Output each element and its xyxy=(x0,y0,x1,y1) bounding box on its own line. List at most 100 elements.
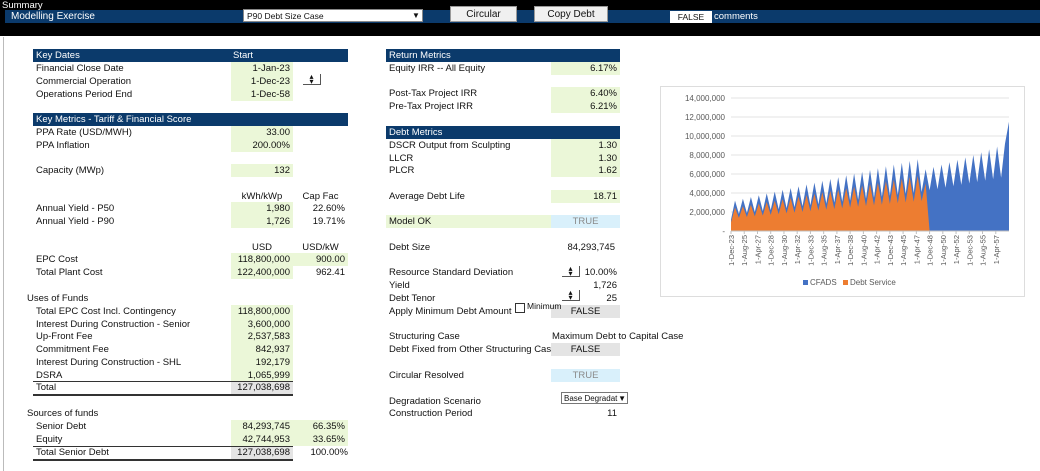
table-row: LLCR 1.30 xyxy=(386,152,620,165)
x-tick-label: 1-Dec-48 xyxy=(926,235,935,266)
legend-label: CFADS xyxy=(810,278,837,287)
row-pct: 66.35% xyxy=(293,420,348,433)
x-tick-label: 1-Apr-47 xyxy=(912,235,921,264)
row-label: Yield xyxy=(389,280,410,291)
sheet-border xyxy=(3,37,4,471)
row-label: Annual Yield - P50 xyxy=(36,203,115,214)
p90-yield-input[interactable]: 1,726 xyxy=(231,215,293,228)
commercial-operation-input[interactable]: 1-Dec-23 xyxy=(231,75,293,88)
row-label: PPA Rate (USD/MWH) xyxy=(36,127,132,138)
model-title: Modelling Exercise xyxy=(11,11,95,22)
row-value: 6.40% xyxy=(551,87,620,100)
row-label: Financial Close Date xyxy=(36,63,124,74)
table-row: Annual Yield - P90 1,726 19.71% xyxy=(33,215,348,228)
row-value[interactable]: 192,179 xyxy=(231,356,293,369)
row-value: 6.21% xyxy=(551,100,620,113)
x-tick-label: 1-Aug-50 xyxy=(939,235,948,266)
table-row: Interest During Construction - SHL 192,17… xyxy=(33,356,348,369)
financial-close-input[interactable]: 1-Jan-23 xyxy=(231,62,293,75)
row-value[interactable]: 1,065,999 xyxy=(231,369,293,382)
table-row: Capacity (MWp) 132 xyxy=(33,164,348,177)
x-tick-label: 1-Apr-27 xyxy=(753,235,762,264)
case-dropdown-value: P90 Debt Size Case xyxy=(247,11,324,21)
row-value: 11 xyxy=(607,408,617,419)
row-label: Average Debt Life xyxy=(389,191,465,202)
table-row: PPA Rate (USD/MWH) 33.00 xyxy=(33,126,348,139)
sheet-name: Summary xyxy=(2,0,43,11)
chevron-down-icon[interactable]: ▼ xyxy=(618,394,626,403)
operations-end-input[interactable]: 1-Dec-58 xyxy=(231,88,293,101)
row-value[interactable]: 42,744,953 xyxy=(231,433,293,446)
minimum-checkbox-label[interactable]: Minimum xyxy=(527,301,562,311)
section-title: Return Metrics xyxy=(389,50,451,61)
x-tick-label: 1-Aug-45 xyxy=(899,235,908,266)
row-value[interactable]: 842,937 xyxy=(231,343,293,356)
yield-header-row: kWh/kWp Cap Fac xyxy=(33,190,348,203)
p50-yield-input[interactable]: 1,980 xyxy=(231,202,293,215)
row-label: Up-Front Fee xyxy=(36,331,93,342)
ppa-inflation-input[interactable]: 200.00% xyxy=(231,139,293,152)
row-label: Pre-Tax Project IRR xyxy=(389,101,473,112)
y-tick-label: 12,000,000 xyxy=(685,113,726,122)
cap-fac-value: 22.60% xyxy=(312,203,345,214)
epc-per-kw-input[interactable]: 900.00 xyxy=(293,253,348,266)
sources-total-row: Total Senior Debt 127,038,698 xyxy=(33,446,293,461)
column-header: USD/kW xyxy=(302,242,339,253)
tenor-spinner[interactable]: ▴ ▾ xyxy=(562,289,580,302)
column-header: Cap Fac xyxy=(302,191,339,202)
x-tick-label: 1-Aug-25 xyxy=(740,235,749,266)
table-row: Model OK TRUE xyxy=(386,215,620,228)
table-row: Yield 1,726 xyxy=(386,279,620,292)
legend-label: Debt Service xyxy=(850,278,896,287)
x-tick-label: 1-Apr-42 xyxy=(873,235,882,264)
table-row: Total Plant Cost 122,400,000 962.41 xyxy=(33,266,348,279)
table-row: Commercial Operation 1-Dec-23 xyxy=(33,75,348,88)
comments-label: comments xyxy=(714,11,758,22)
table-row: Debt Size 84,293,745 xyxy=(386,241,620,254)
row-value[interactable]: 3,600,000 xyxy=(231,318,293,331)
x-tick-label: 1-Aug-40 xyxy=(859,235,868,266)
row-value[interactable]: 1.30 xyxy=(551,139,620,152)
legend-swatch xyxy=(803,280,808,285)
table-row: Debt Fixed from Other Structuring Case FA… xyxy=(386,343,620,356)
epc-cost-input[interactable]: 118,800,000 xyxy=(231,253,293,266)
series-area-cfads xyxy=(731,121,1009,231)
x-tick-label: 1-Dec-53 xyxy=(965,235,974,266)
copy-debt-button[interactable]: Copy Debt xyxy=(534,6,608,22)
row-label: Capacity (MWp) xyxy=(36,165,105,176)
capacity-input[interactable]: 132 xyxy=(231,164,293,177)
minimum-checkbox[interactable] xyxy=(515,303,525,313)
row-value: 1.62 xyxy=(551,164,620,177)
table-row: Equity 42,744,953 33.65% xyxy=(33,433,348,446)
table-row: Degradation Scenario xyxy=(386,395,620,408)
row-value[interactable]: 118,800,000 xyxy=(231,305,293,318)
row-label: Debt Tenor xyxy=(389,293,436,304)
y-tick-label: 2,000,000 xyxy=(689,208,725,217)
row-value[interactable]: 84,293,745 xyxy=(231,420,293,433)
row-value: 10.00% xyxy=(584,267,617,278)
cfads-debt-service-chart[interactable]: - 2,000,000 4,000,000 6,000,000 8,000,000 10,… xyxy=(660,86,1025,297)
degradation-value: Base Degradat xyxy=(564,394,618,403)
circular-button[interactable]: Circular xyxy=(450,6,517,22)
y-tick-label: 4,000,000 xyxy=(689,189,725,198)
x-tick-label: 1-Dec-38 xyxy=(846,235,855,266)
plant-cost-input[interactable]: 122,400,000 xyxy=(231,266,293,279)
total-value: 127,038,698 xyxy=(231,382,293,394)
row-value[interactable]: 2,537,583 xyxy=(231,330,293,343)
x-tick-label: 1-Apr-57 xyxy=(992,235,1001,264)
row-label: DSCR Output from Sculpting xyxy=(389,140,511,151)
row-value: 6.17% xyxy=(551,62,620,75)
chevron-down-icon[interactable]: ▼ xyxy=(412,11,420,20)
case-dropdown[interactable]: P90 Debt Size Case ▼ xyxy=(243,9,423,22)
date-spinner[interactable]: ▴ ▾ xyxy=(303,73,321,86)
degradation-dropdown[interactable]: Base Degradat ▼ xyxy=(561,392,628,404)
column-header: USD xyxy=(251,242,273,253)
circular-status: TRUE xyxy=(551,369,620,382)
model-ok-status: TRUE xyxy=(551,215,620,228)
comments-flag: FALSE xyxy=(670,11,712,23)
ppa-rate-input[interactable]: 33.00 xyxy=(231,126,293,139)
std-dev-spinner[interactable]: ▴ ▾ xyxy=(562,265,580,278)
table-row: Apply Minimum Debt Amount FALSE xyxy=(386,305,620,318)
return-metrics-header: Return Metrics xyxy=(386,49,620,62)
table-row: PPA Inflation 200.00% xyxy=(33,139,348,152)
